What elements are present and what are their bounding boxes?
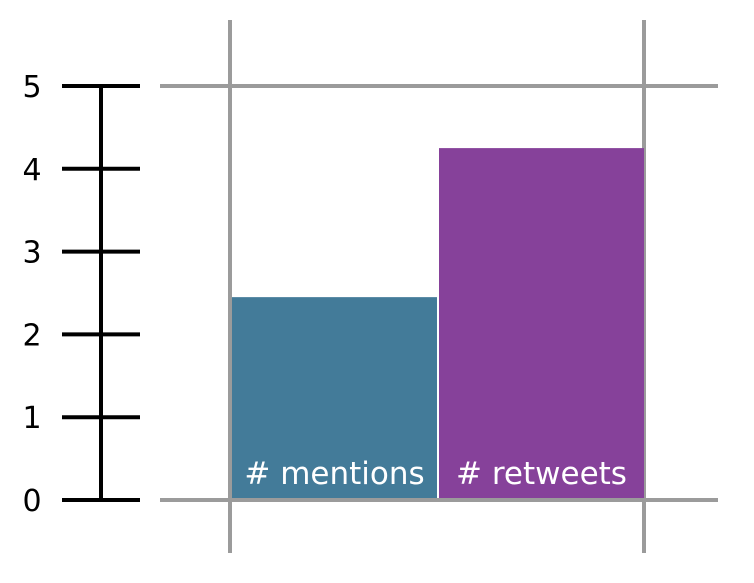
bar	[232, 297, 437, 498]
y-tick-label: 2	[22, 318, 41, 353]
y-tick-label: 0	[22, 484, 41, 519]
y-tick-label: 3	[22, 236, 41, 271]
y-tick-labels: 0 1 2 3 4 5	[22, 70, 41, 519]
bar-label: # mentions	[244, 456, 424, 492]
y-tick-label: 4	[22, 153, 41, 188]
bar-label: # retweets	[456, 456, 627, 492]
bar-labels: # mentions # retweets	[244, 456, 627, 492]
y-tick-label: 1	[22, 401, 41, 436]
y-tick-label: 5	[22, 70, 41, 105]
y-axis	[62, 84, 140, 502]
bars	[232, 148, 644, 498]
bar	[439, 148, 644, 498]
